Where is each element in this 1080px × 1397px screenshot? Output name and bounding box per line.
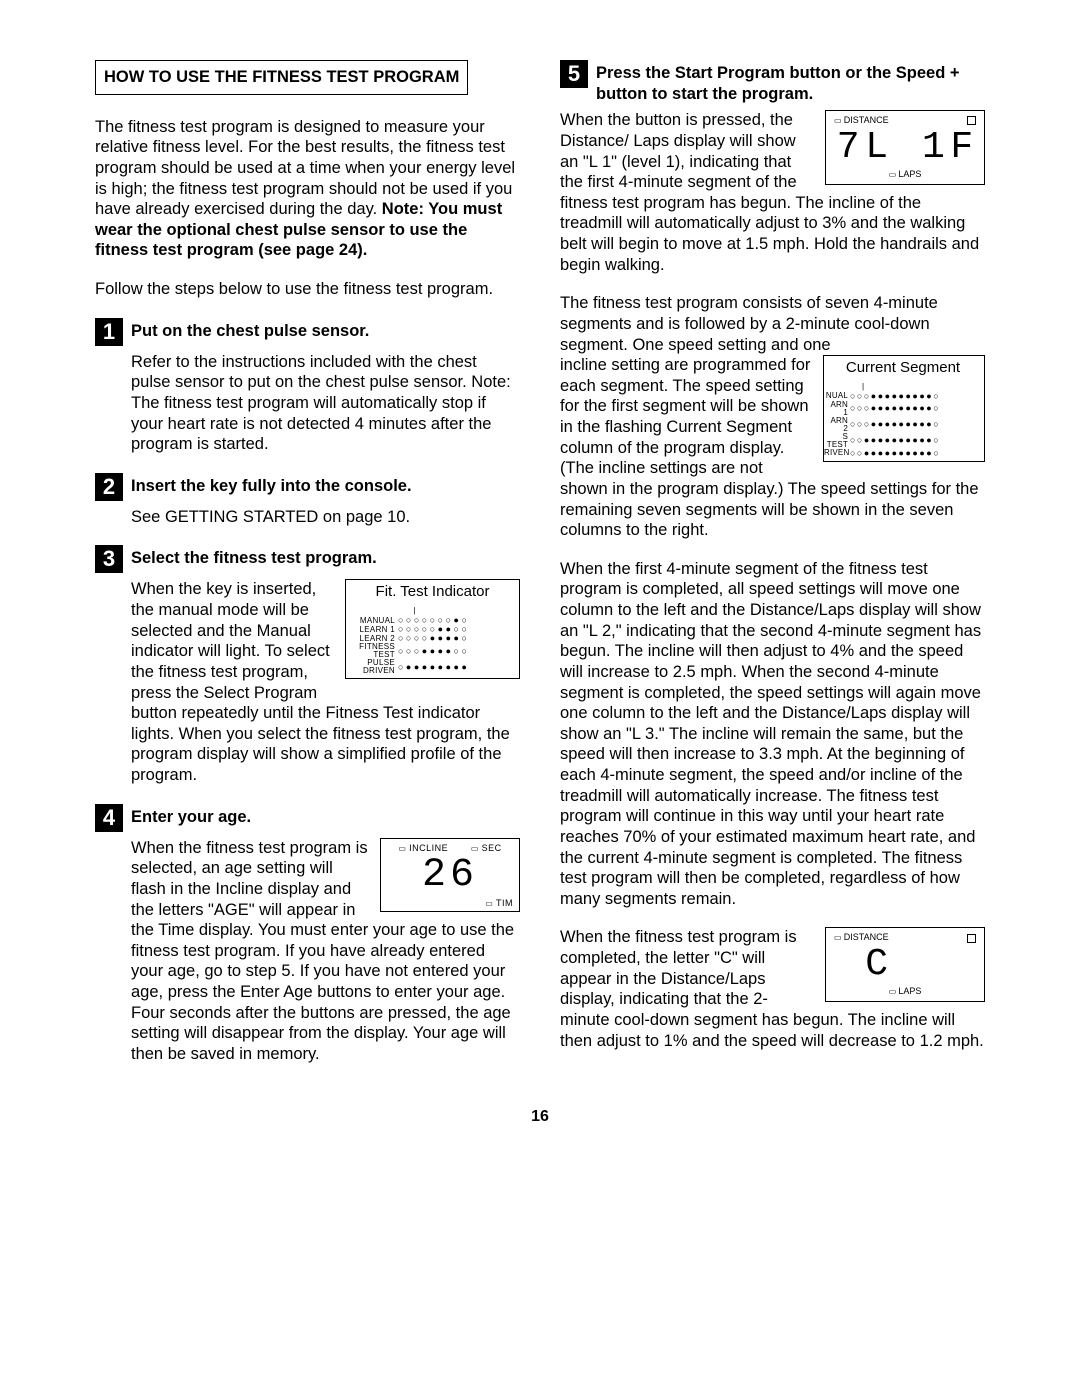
- step-number-4: 4: [95, 804, 123, 832]
- intro-paragraph-1: The fitness test program is designed to …: [95, 117, 520, 261]
- step-5-body-3: When the first 4-minute segment of the f…: [560, 559, 985, 910]
- step-5-body-2: The fitness test program consists of sev…: [560, 293, 985, 541]
- current-segment-title: Current Segment: [824, 359, 982, 378]
- right-column: 5 Press the Start Program button or the …: [560, 60, 985, 1083]
- step-5-title: Press the Start Program button or the Sp…: [596, 60, 985, 104]
- page-number: 16: [95, 1107, 985, 1127]
- step-1-header: 1 Put on the chest pulse sensor.: [95, 318, 520, 346]
- left-column: HOW TO USE THE FITNESS TEST PROGRAM The …: [95, 60, 520, 1083]
- step-4-header: 4 Enter your age.: [95, 804, 520, 832]
- distance-digits-1: 7L 1F: [834, 127, 976, 169]
- fit-test-indicator-diagram: Fit. Test Indicator | MANUAL○○○○○○○●○ LE…: [345, 579, 520, 679]
- step-number-5: 5: [560, 60, 588, 88]
- step-3-header: 3 Select the fitness test program.: [95, 545, 520, 573]
- step-number-3: 3: [95, 545, 123, 573]
- step-1-title: Put on the chest pulse sensor.: [131, 318, 369, 342]
- distance-lcd-1: DISTANCE 7L 1F LAPS: [825, 110, 985, 185]
- fit-test-indicator-title: Fit. Test Indicator: [348, 583, 517, 602]
- step-1-body: Refer to the instructions included with …: [131, 352, 520, 455]
- current-segment-diagram: Current Segment | NUAL○○○●●●●●●●●●○ ARN …: [823, 355, 985, 462]
- step-2-title: Insert the key fully into the console.: [131, 473, 412, 497]
- distance-lcd-2: DISTANCE C LAPS: [825, 927, 985, 1002]
- step-number-2: 2: [95, 473, 123, 501]
- lcd-age-digits: 26: [387, 854, 513, 898]
- step-5-header: 5 Press the Start Program button or the …: [560, 60, 985, 104]
- step-2-body: See GETTING STARTED on page 10.: [131, 507, 520, 528]
- incline-age-lcd: INCLINESEC 26 TIM: [380, 838, 520, 913]
- step-4-body: INCLINESEC 26 TIM When the fitness test …: [131, 838, 520, 1065]
- step-3-body: Fit. Test Indicator | MANUAL○○○○○○○●○ LE…: [131, 579, 520, 785]
- step-2-header: 2 Insert the key fully into the console.: [95, 473, 520, 501]
- step-4-title: Enter your age.: [131, 804, 251, 828]
- step-number-1: 1: [95, 318, 123, 346]
- step-5-body-1: DISTANCE 7L 1F LAPS When the button is p…: [560, 110, 985, 275]
- intro-paragraph-2: Follow the steps below to use the fitnes…: [95, 279, 520, 300]
- distance-digits-2: C: [834, 944, 976, 986]
- two-column-layout: HOW TO USE THE FITNESS TEST PROGRAM The …: [95, 60, 985, 1083]
- section-title: HOW TO USE THE FITNESS TEST PROGRAM: [95, 60, 468, 95]
- step-5-body-4: DISTANCE C LAPS When the fitness test pr…: [560, 927, 985, 1051]
- step-3-title: Select the fitness test program.: [131, 545, 377, 569]
